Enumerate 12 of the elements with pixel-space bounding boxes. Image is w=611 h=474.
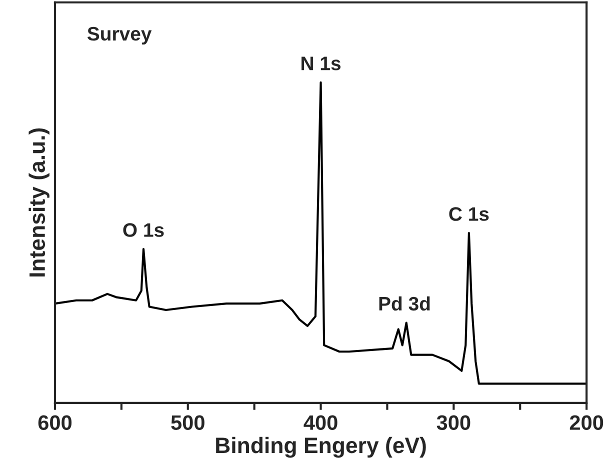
annotation: C 1s xyxy=(449,207,489,221)
x-tick-label: 200 xyxy=(570,415,604,430)
text: Survey xyxy=(87,26,152,45)
annotation: Pd 3d xyxy=(379,296,430,311)
x-tick-label: 300 xyxy=(436,415,470,430)
x-tick-label: 600 xyxy=(38,415,72,430)
annotation: O 1s xyxy=(123,223,164,237)
x-tick-label: 400 xyxy=(304,415,338,430)
y-axis-title: Intensity (a.u.) xyxy=(28,128,50,276)
annotation: N 1s xyxy=(302,56,341,70)
x-axis-title: Binding Engery (eV) xyxy=(216,436,426,458)
x-tick-label: 500 xyxy=(171,415,204,430)
